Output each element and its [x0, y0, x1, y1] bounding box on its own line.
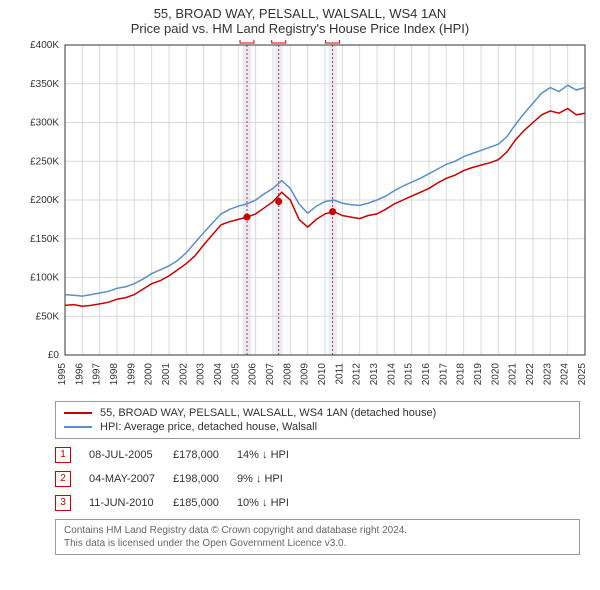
svg-text:2019: 2019: [473, 363, 484, 386]
svg-text:1997: 1997: [92, 363, 103, 386]
svg-text:2004: 2004: [213, 363, 224, 386]
chart-container: 55, BROAD WAY, PELSALL, WALSALL, WS4 1AN…: [0, 0, 600, 555]
table-row: 3 11-JUN-2010£185,00010% ↓ HPI: [55, 491, 307, 515]
marker-box: 2: [55, 471, 71, 487]
svg-text:1995: 1995: [57, 363, 68, 386]
svg-text:2024: 2024: [560, 363, 571, 386]
legend-row-1: 55, BROAD WAY, PELSALL, WALSALL, WS4 1AN…: [64, 406, 571, 420]
svg-text:1996: 1996: [74, 363, 85, 386]
svg-text:£0: £0: [48, 350, 60, 361]
svg-text:£400K: £400K: [30, 40, 59, 51]
svg-text:2008: 2008: [282, 363, 293, 386]
trans-price: £198,000: [173, 467, 237, 491]
footer-line-2: This data is licensed under the Open Gov…: [64, 537, 571, 550]
svg-text:2003: 2003: [196, 363, 207, 386]
trans-diff: 9% ↓ HPI: [237, 467, 307, 491]
svg-text:2016: 2016: [421, 363, 432, 386]
table-row: 1 08-JUL-2005£178,00014% ↓ HPI: [55, 443, 307, 467]
marker-box: 3: [55, 495, 71, 511]
transactions-table: 1 08-JUL-2005£178,00014% ↓ HPI 2 04-MAY-200…: [55, 443, 580, 515]
svg-text:2020: 2020: [490, 363, 501, 386]
svg-text:£200K: £200K: [30, 195, 59, 206]
svg-text:2007: 2007: [265, 363, 276, 386]
svg-text:2022: 2022: [525, 363, 536, 386]
trans-date: 11-JUN-2010: [89, 491, 173, 515]
chart-title: 55, BROAD WAY, PELSALL, WALSALL, WS4 1AN: [0, 0, 600, 21]
svg-text:2005: 2005: [230, 363, 241, 386]
svg-text:2025: 2025: [577, 363, 588, 386]
svg-text:2: 2: [276, 40, 282, 43]
trans-price: £185,000: [173, 491, 237, 515]
chart-plot-area: £0 £50K £100K £150K £200K £250K £300K £350K £400…: [10, 40, 590, 395]
svg-text:2014: 2014: [386, 363, 397, 386]
legend-box: 55, BROAD WAY, PELSALL, WALSALL, WS4 1AN…: [55, 401, 580, 439]
svg-text:£100K: £100K: [30, 273, 59, 284]
svg-text:2021: 2021: [508, 363, 519, 386]
trans-diff: 10% ↓ HPI: [237, 491, 307, 515]
svg-text:2010: 2010: [317, 363, 328, 386]
svg-text:3: 3: [330, 40, 336, 43]
marker-box: 1: [55, 447, 71, 463]
svg-text:2017: 2017: [438, 363, 449, 386]
svg-text:1998: 1998: [109, 363, 120, 386]
legend-label-1: 55, BROAD WAY, PELSALL, WALSALL, WS4 1AN…: [100, 407, 436, 419]
svg-text:2018: 2018: [456, 363, 467, 386]
trans-date: 08-JUL-2005: [89, 443, 173, 467]
svg-text:1999: 1999: [126, 363, 137, 386]
svg-text:1: 1: [244, 40, 250, 43]
svg-text:£300K: £300K: [30, 118, 59, 129]
svg-text:£250K: £250K: [30, 156, 59, 167]
svg-text:£350K: £350K: [30, 79, 59, 90]
footer-attribution: Contains HM Land Registry data © Crown c…: [55, 519, 580, 555]
legend-line-1: [64, 412, 92, 414]
svg-text:£150K: £150K: [30, 234, 59, 245]
svg-text:2015: 2015: [404, 363, 415, 386]
legend-label-2: HPI: Average price, detached house, Wals…: [100, 421, 317, 433]
svg-text:2002: 2002: [178, 363, 189, 386]
legend-line-2: [64, 426, 92, 428]
trans-price: £178,000: [173, 443, 237, 467]
svg-text:2001: 2001: [161, 363, 172, 386]
svg-text:2006: 2006: [248, 363, 259, 386]
table-row: 2 04-MAY-2007£198,0009% ↓ HPI: [55, 467, 307, 491]
chart-subtitle: Price paid vs. HM Land Registry's House …: [0, 21, 600, 40]
svg-text:£50K: £50K: [36, 311, 60, 322]
footer-line-1: Contains HM Land Registry data © Crown c…: [64, 524, 571, 537]
svg-text:2000: 2000: [144, 363, 155, 386]
svg-text:2012: 2012: [352, 363, 363, 386]
trans-diff: 14% ↓ HPI: [237, 443, 307, 467]
svg-text:2009: 2009: [300, 363, 311, 386]
svg-text:2023: 2023: [542, 363, 553, 386]
svg-text:2011: 2011: [334, 363, 345, 385]
trans-date: 04-MAY-2007: [89, 467, 173, 491]
svg-text:2013: 2013: [369, 363, 380, 386]
legend-row-2: HPI: Average price, detached house, Wals…: [64, 420, 571, 434]
